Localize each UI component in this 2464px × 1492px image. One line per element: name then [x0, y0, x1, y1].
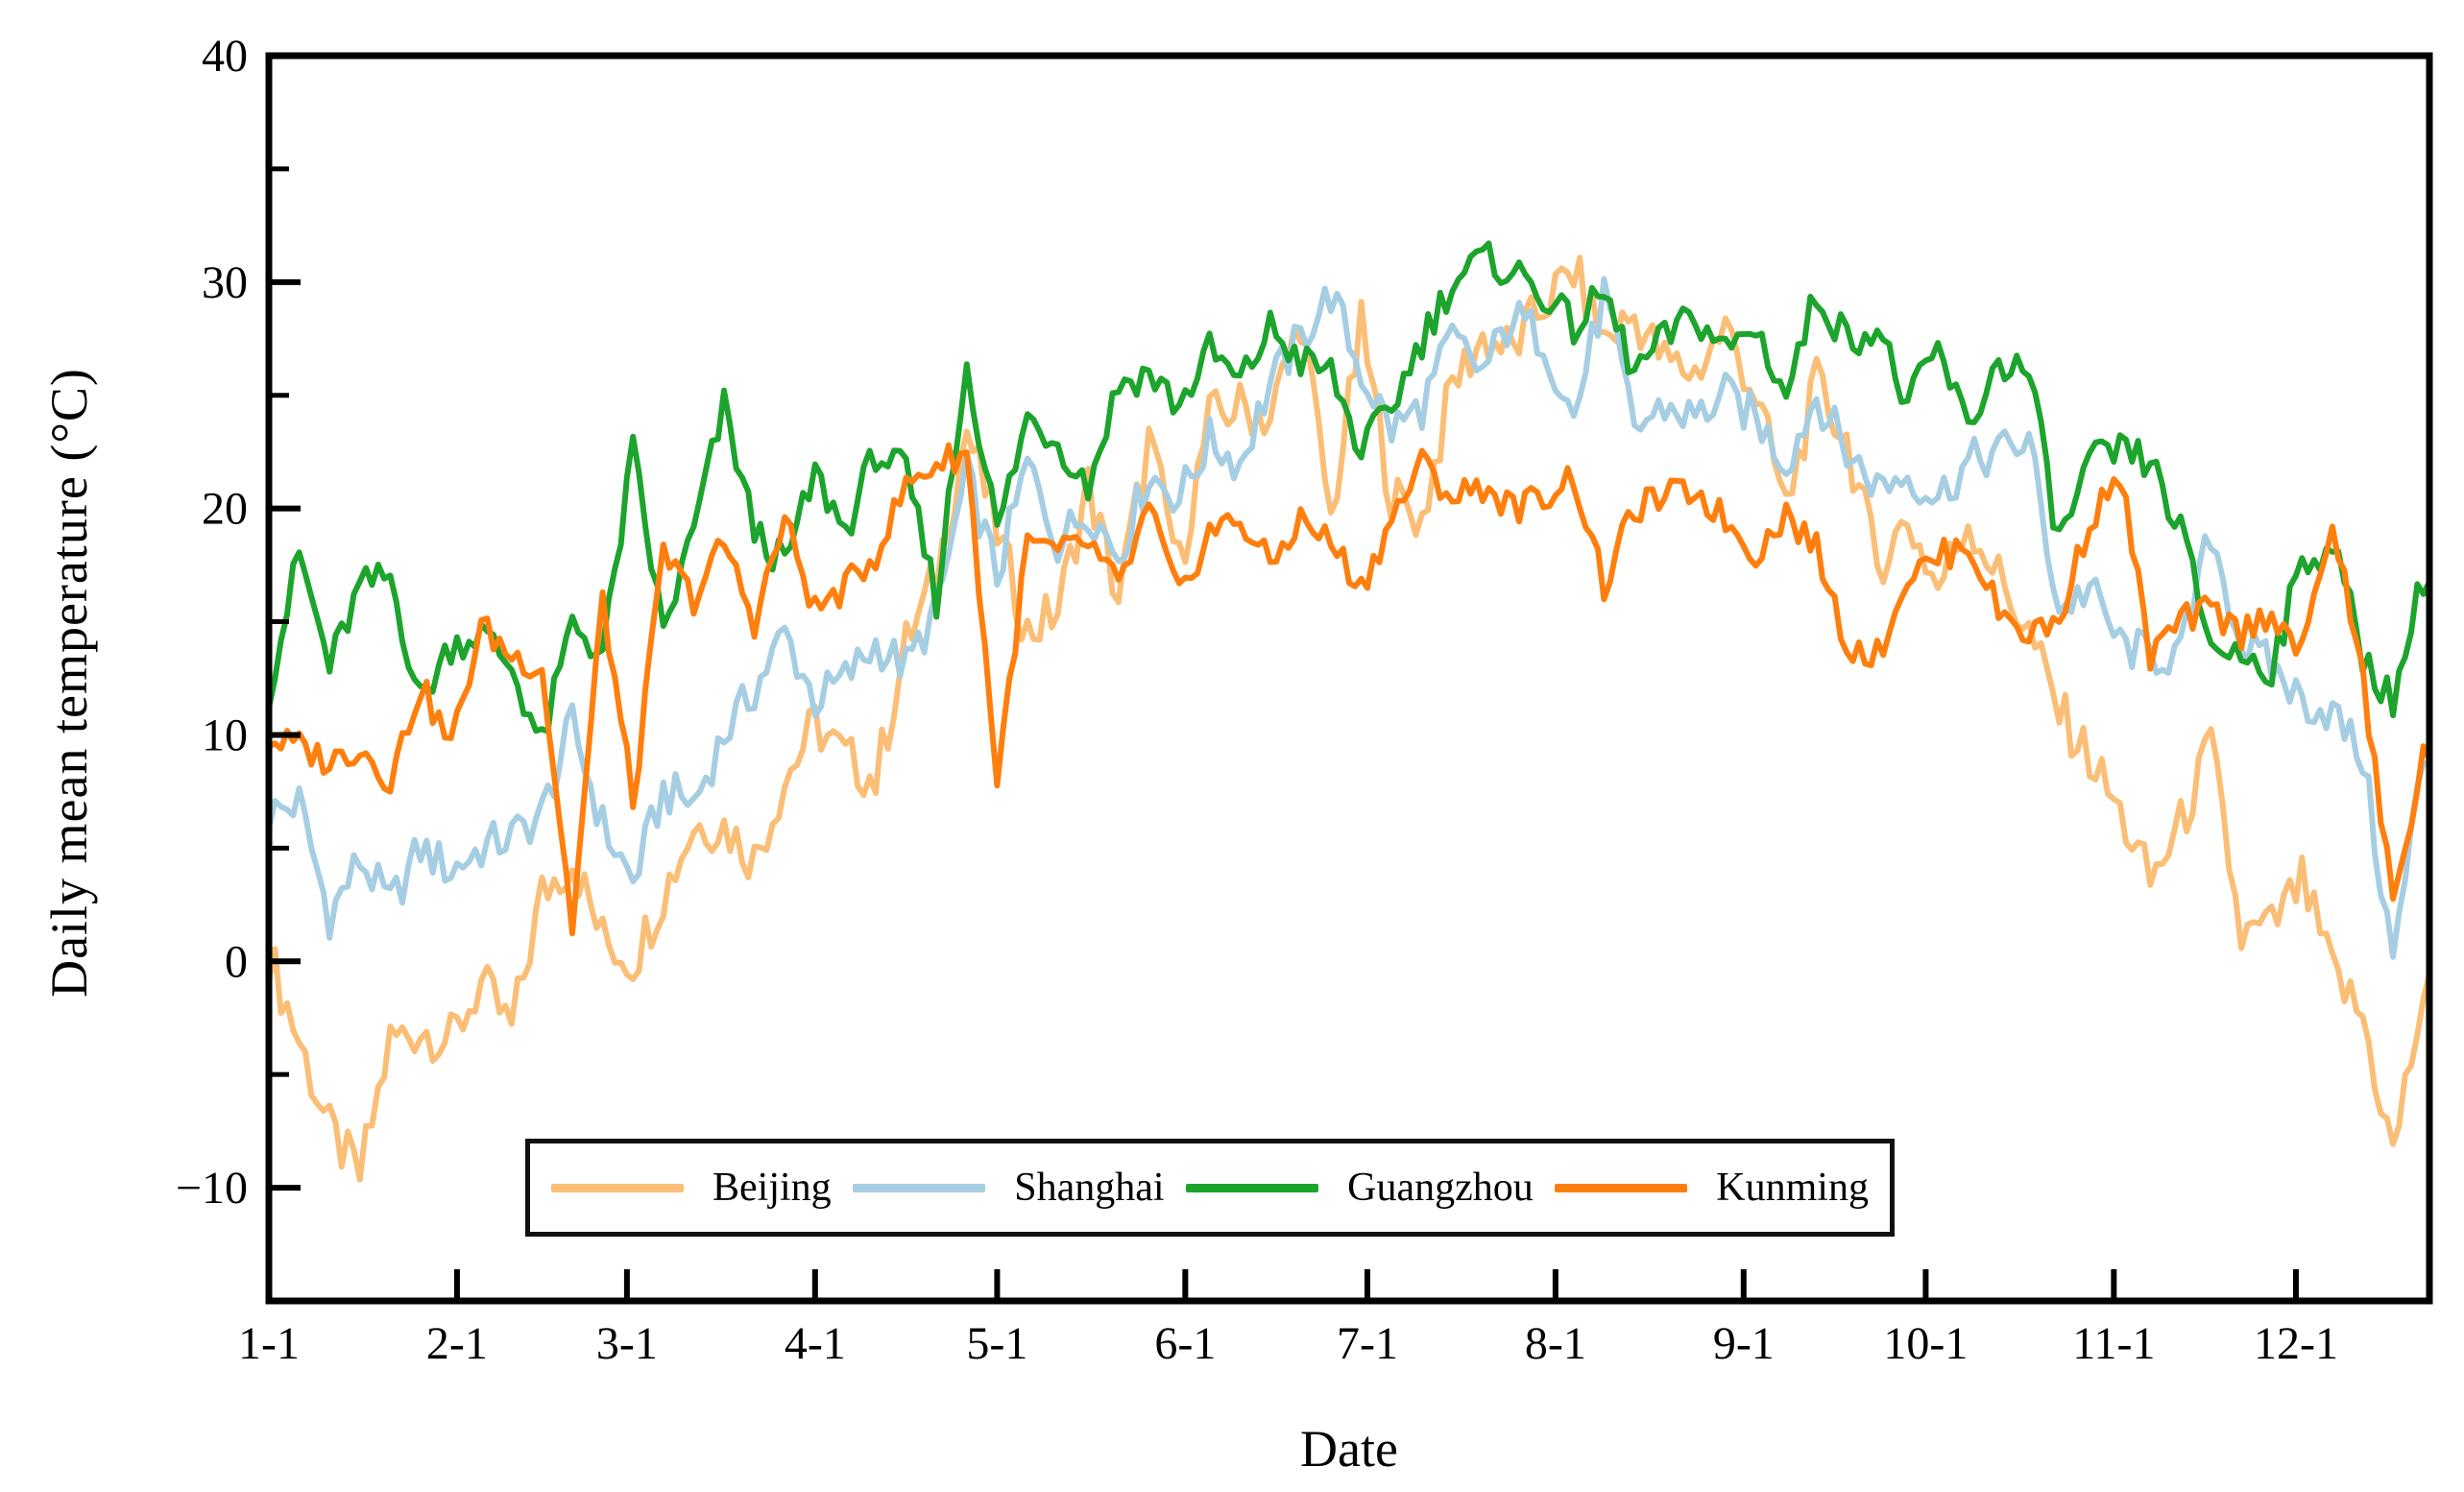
- series-line-kunming: [272, 442, 2427, 937]
- legend-swatch-guangzhou: [1186, 1183, 1319, 1192]
- y-tick-label: 20: [202, 484, 248, 535]
- x-tick-label: 1-1: [238, 1318, 300, 1369]
- legend-label: Guangzhou: [1347, 1166, 1534, 1210]
- series-line-guangzhou: [272, 240, 2427, 734]
- legend-label: Kunming: [1716, 1166, 1869, 1210]
- legend-swatch-kunming: [1555, 1183, 1688, 1192]
- legend-entry-beijing: Beijing: [551, 1165, 832, 1211]
- x-tick-label: 8-1: [1525, 1318, 1586, 1369]
- legend-entry-kunming: Kunming: [1555, 1165, 1869, 1211]
- x-tick-label: 10-1: [1883, 1318, 1968, 1369]
- x-tick-label: 12-1: [2254, 1318, 2338, 1369]
- y-axis-label: Daily mean temperature (°C): [40, 368, 98, 998]
- x-tick-label: 3-1: [596, 1318, 658, 1369]
- x-tick-label: 4-1: [785, 1318, 846, 1369]
- y-tick-label: 10: [202, 710, 248, 760]
- legend-label: Beijing: [713, 1166, 832, 1210]
- legend-swatch-shanghai: [853, 1183, 986, 1192]
- x-tick-label: 7-1: [1337, 1318, 1398, 1369]
- x-axis-label: Date: [1300, 1420, 1398, 1478]
- y-tick-label: 40: [202, 31, 248, 82]
- legend-swatch-beijing: [551, 1183, 684, 1192]
- x-tick-label: 5-1: [966, 1318, 1027, 1369]
- y-tick-label: 0: [225, 936, 248, 987]
- x-tick-label: 6-1: [1154, 1318, 1216, 1369]
- y-tick-label: 30: [202, 257, 248, 308]
- y-tick-label: −10: [176, 1163, 248, 1214]
- plot-frame: [265, 52, 2433, 1305]
- legend-entry-shanghai: Shanghai: [853, 1165, 1165, 1211]
- legend-label: Shanghai: [1014, 1166, 1165, 1210]
- legend-box: Beijing Shanghai Guangzhou Kunming: [525, 1139, 1895, 1237]
- x-tick-label: 11-1: [2072, 1318, 2155, 1369]
- series-line-beijing: [272, 254, 2427, 1183]
- x-tick-label: 2-1: [426, 1318, 488, 1369]
- series-line-shanghai: [272, 276, 2427, 960]
- x-tick-label: 9-1: [1713, 1318, 1775, 1369]
- legend-entry-guangzhou: Guangzhou: [1186, 1165, 1534, 1211]
